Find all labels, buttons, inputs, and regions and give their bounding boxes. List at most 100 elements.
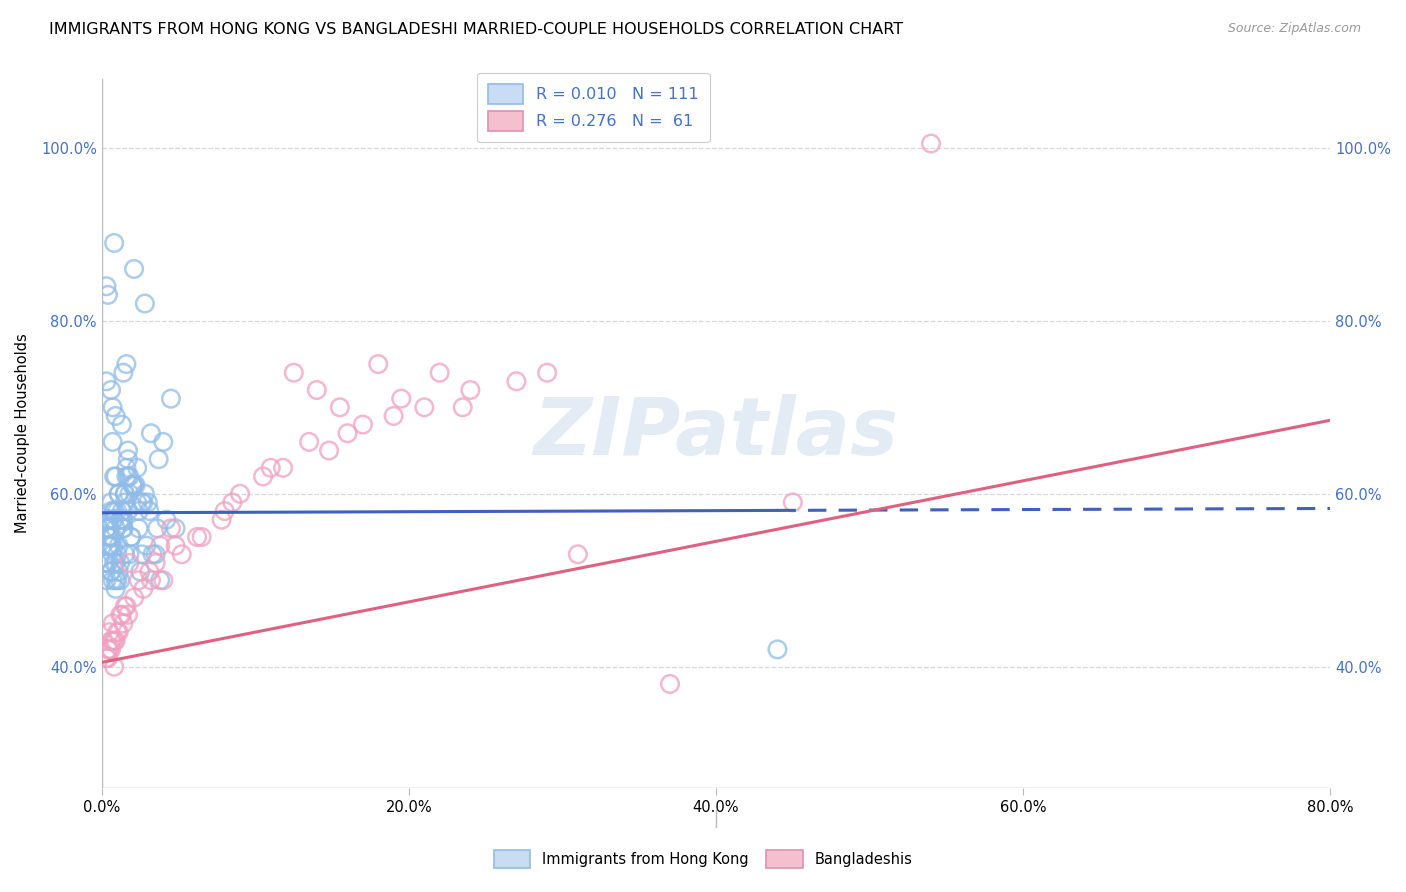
Point xyxy=(211,513,233,527)
Point xyxy=(115,599,138,614)
Point xyxy=(110,513,132,527)
Point xyxy=(155,513,177,527)
Point xyxy=(97,513,120,527)
Point xyxy=(105,625,128,640)
Point xyxy=(110,573,132,587)
Point xyxy=(110,607,132,622)
Point xyxy=(112,616,135,631)
Point xyxy=(118,487,141,501)
Point xyxy=(96,521,118,535)
Point xyxy=(112,521,135,535)
Point xyxy=(112,366,135,380)
Point xyxy=(115,469,138,483)
Point xyxy=(382,409,405,423)
Point xyxy=(103,513,125,527)
Point xyxy=(117,452,139,467)
Point xyxy=(104,409,127,423)
Point xyxy=(124,478,146,492)
Point xyxy=(127,460,149,475)
Point xyxy=(451,401,474,415)
Point xyxy=(567,547,589,561)
Point xyxy=(170,547,193,561)
Point xyxy=(98,530,121,544)
Point xyxy=(107,539,129,553)
Point xyxy=(336,426,359,441)
Point xyxy=(104,521,127,535)
Point xyxy=(98,530,121,544)
Legend: Immigrants from Hong Kong, Bangladeshis: Immigrants from Hong Kong, Bangladeshis xyxy=(488,845,918,874)
Point xyxy=(98,539,121,553)
Point xyxy=(100,495,122,509)
Point xyxy=(429,366,451,380)
Point xyxy=(149,539,172,553)
Point xyxy=(145,547,167,561)
Point xyxy=(94,556,117,570)
Point xyxy=(98,513,121,527)
Point xyxy=(141,547,163,561)
Point xyxy=(152,434,174,449)
Point xyxy=(118,547,141,561)
Point xyxy=(96,556,118,570)
Point xyxy=(101,573,124,587)
Point xyxy=(100,565,122,579)
Point xyxy=(118,556,141,570)
Point xyxy=(96,556,118,570)
Point xyxy=(101,616,124,631)
Point xyxy=(114,495,136,509)
Point xyxy=(100,633,122,648)
Point xyxy=(214,504,236,518)
Point xyxy=(104,573,127,587)
Point xyxy=(120,530,142,544)
Y-axis label: Married-couple Households: Married-couple Households xyxy=(15,334,30,533)
Point xyxy=(139,426,162,441)
Point xyxy=(96,375,118,389)
Point xyxy=(782,495,804,509)
Point xyxy=(96,521,118,535)
Point xyxy=(107,487,129,501)
Point xyxy=(186,530,208,544)
Point xyxy=(105,573,128,587)
Point xyxy=(460,383,482,397)
Point xyxy=(103,556,125,570)
Point xyxy=(271,460,294,475)
Point xyxy=(101,633,124,648)
Point xyxy=(352,417,374,432)
Point xyxy=(110,556,132,570)
Point xyxy=(107,487,129,501)
Point xyxy=(413,401,436,415)
Point xyxy=(122,478,145,492)
Point xyxy=(129,565,152,579)
Point xyxy=(367,357,389,371)
Point xyxy=(122,262,145,277)
Point xyxy=(111,417,134,432)
Point xyxy=(146,521,169,535)
Point xyxy=(138,504,160,518)
Point xyxy=(115,460,138,475)
Point xyxy=(139,573,162,587)
Point xyxy=(252,469,274,483)
Point xyxy=(131,547,153,561)
Point xyxy=(134,487,156,501)
Point xyxy=(112,513,135,527)
Point xyxy=(134,296,156,310)
Point xyxy=(145,556,167,570)
Point xyxy=(98,521,121,535)
Point xyxy=(98,539,121,553)
Point xyxy=(122,591,145,605)
Point xyxy=(536,366,558,380)
Point xyxy=(100,565,122,579)
Point xyxy=(920,136,942,151)
Point xyxy=(160,521,183,535)
Point xyxy=(96,279,118,293)
Point xyxy=(101,434,124,449)
Point xyxy=(221,495,243,509)
Point xyxy=(160,392,183,406)
Point xyxy=(132,495,155,509)
Point xyxy=(101,513,124,527)
Point xyxy=(260,460,283,475)
Point xyxy=(101,539,124,553)
Point xyxy=(105,504,128,518)
Point xyxy=(152,573,174,587)
Point xyxy=(110,513,132,527)
Point xyxy=(103,633,125,648)
